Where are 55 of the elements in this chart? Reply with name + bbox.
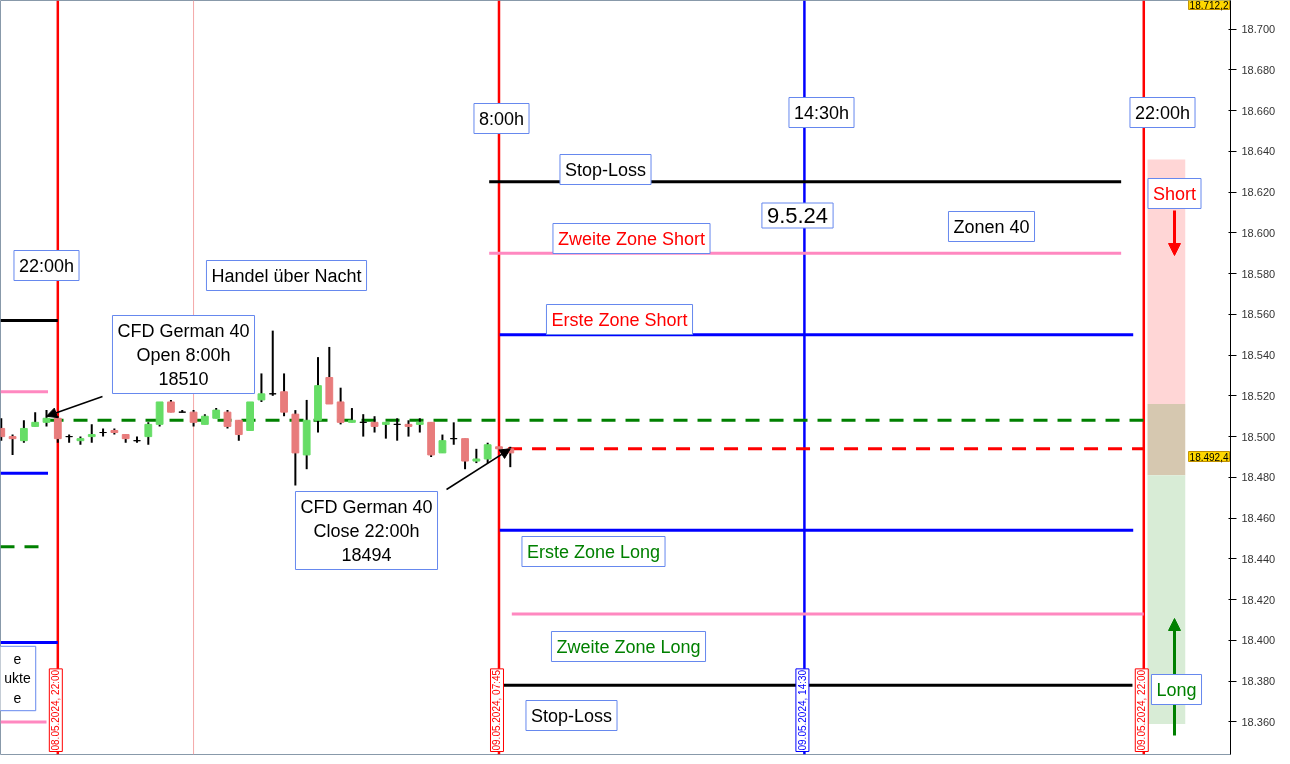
y-tick-label: 18.680	[1241, 63, 1276, 76]
annotation: Handel über Nacht	[211, 265, 362, 286]
y-tick-label: 18.380	[1241, 675, 1276, 688]
y-tick-label: 18.540	[1241, 349, 1276, 362]
y-tick-label: 18.640	[1241, 145, 1276, 158]
annotation: 14:30h	[793, 102, 850, 123]
candlestick	[336, 386, 345, 426]
y-tick-label: 18.480	[1241, 471, 1276, 484]
annotation: Stop-Loss	[530, 705, 613, 726]
annotation: 18.712,2	[1189, 0, 1229, 11]
candlestick	[144, 421, 153, 446]
bar	[1147, 403, 1186, 476]
annotation: Zweite Zone Long	[556, 636, 701, 657]
annotation: Erste Zone Short	[551, 309, 688, 330]
candlestick	[280, 372, 288, 418]
y-tick-label: 18.660	[1241, 104, 1276, 117]
y-tick-label: 18.520	[1241, 389, 1276, 402]
candlestick	[234, 419, 243, 442]
annotation: Stop-Loss	[564, 159, 647, 180]
candlestick	[438, 433, 447, 454]
y-tick-label: 18.360	[1241, 715, 1276, 728]
annotation: 22:00h	[18, 255, 75, 276]
candlestick	[8, 433, 17, 456]
y-tick-label: 18.700	[1241, 23, 1276, 36]
annotation: Erste Zone Long	[526, 541, 661, 562]
candlestick	[461, 437, 469, 471]
y-tick-label: 18.500	[1241, 430, 1276, 443]
y-tick-label: 18.600	[1241, 226, 1276, 239]
annotation: Zweite Zone Short	[557, 228, 706, 249]
candlestick	[257, 372, 266, 403]
annotation: e ukte e	[4, 651, 31, 706]
y-tick-label: 18.580	[1241, 267, 1276, 280]
x-tick-label: 09.05.2024, 14:30	[796, 669, 808, 751]
annotation: Short	[1152, 183, 1197, 204]
x-tick-label: 08.05.2024, 22:00	[50, 669, 62, 751]
candlestick	[223, 409, 232, 430]
annotation: CFD German 40 Close 22:00h 18494	[300, 496, 433, 565]
y-tick-label: 18.440	[1241, 552, 1276, 565]
annotation: 22:00h	[1134, 102, 1191, 123]
candlestick	[19, 419, 28, 444]
annotation: 8:00h	[478, 108, 525, 129]
y-tick-label: 18.400	[1241, 634, 1276, 647]
y-tick-label: 18.460	[1241, 512, 1276, 525]
candlestick	[155, 400, 164, 428]
x-tick-label: 09.05.2024, 22:00	[1136, 669, 1148, 751]
x-tick-label: 09.05.2024, 07:45	[491, 669, 503, 751]
annotation: Zonen 40	[953, 216, 1030, 237]
y-tick-label: 18.420	[1241, 593, 1276, 606]
annotation: CFD German 40 Open 8:00h 18510	[117, 320, 250, 389]
annotation: 18.492,4	[1189, 451, 1229, 463]
annotation: Long	[1156, 679, 1197, 700]
y-tick-label: 18.620	[1241, 186, 1276, 199]
candlestick	[87, 423, 96, 444]
annotation: 9.5.24	[766, 203, 829, 228]
y-tick-label: 18.560	[1241, 308, 1276, 321]
